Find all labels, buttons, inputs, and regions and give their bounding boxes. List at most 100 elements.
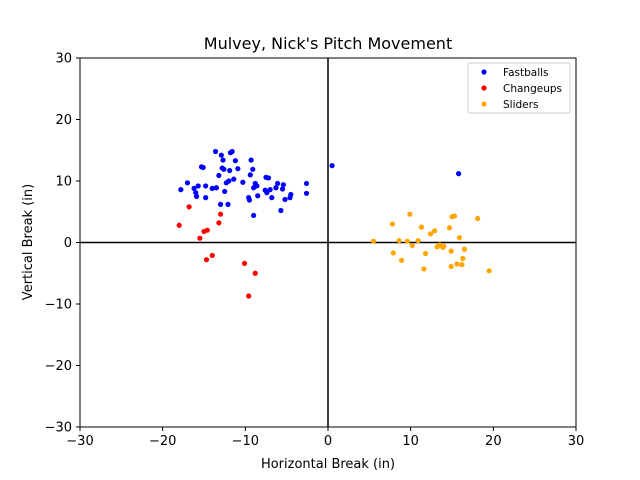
fastballs-point [246, 197, 253, 203]
sliders-point [451, 213, 458, 219]
sliders-point [456, 234, 463, 241]
fastballs-point [250, 166, 256, 172]
fastballs-point [231, 176, 237, 182]
fastballs-point [218, 152, 224, 158]
legend-marker-sliders [481, 101, 487, 107]
x-tick-label: −10 [232, 434, 259, 449]
fastballs-point [280, 182, 286, 188]
fastballs-point [213, 185, 219, 191]
sliders-point [486, 268, 492, 274]
y-tick-label: −30 [45, 421, 72, 436]
sliders-point [461, 246, 467, 252]
sliders-point [389, 221, 396, 227]
fastballs-point [240, 179, 246, 185]
legend-marker-fastballs [481, 69, 487, 75]
fastballs-point [191, 185, 197, 191]
fastballs-point [264, 190, 270, 196]
sliders-point [422, 250, 429, 257]
fastballs-point [209, 185, 215, 191]
x-axis-label: Horizontal Break (in) [261, 457, 395, 472]
legend-label-sliders: Sliders [503, 99, 538, 111]
fastballs-point [303, 190, 310, 196]
fastballs-point [203, 195, 209, 201]
fastballs-point [227, 167, 233, 174]
x-tick-label: 20 [485, 434, 502, 449]
y-axis-label: Vertical Break (in) [21, 184, 36, 300]
changeups-point [203, 257, 210, 263]
chart-title: Mulvey, Nick's Pitch Movement [204, 34, 452, 53]
changeups-point [204, 227, 210, 233]
y-tick-label: 20 [55, 113, 72, 128]
x-tick-label: −20 [149, 434, 176, 449]
fastballs-point [267, 187, 273, 193]
fastballs-point [248, 157, 254, 163]
sliders-point [432, 228, 438, 234]
fastballs-point [303, 180, 310, 187]
sliders-point [460, 255, 466, 262]
legend: Fastballs Changeups Sliders [467, 62, 571, 114]
fastballs-point [456, 171, 462, 177]
sliders-point [418, 224, 425, 230]
y-tick-label: −20 [45, 359, 72, 374]
sliders-point [459, 262, 465, 268]
legend-label-fastballs: Fastballs [503, 67, 549, 79]
sliders-point [454, 261, 460, 267]
fastballs-point [282, 196, 288, 203]
changeups-point [241, 260, 248, 267]
changeups-point [252, 270, 258, 276]
changeups-point [216, 220, 222, 226]
fastballs-point [221, 166, 227, 172]
fastballs-point [255, 193, 261, 199]
fastballs-point [254, 183, 260, 189]
fastballs-point [222, 188, 228, 195]
sliders-point [396, 238, 402, 244]
x-tick-label: 30 [568, 434, 585, 449]
sliders-point [370, 238, 377, 244]
sliders-point [415, 238, 421, 244]
fastballs-point [274, 180, 281, 187]
fastballs-point [232, 158, 239, 164]
y-tick-label: 0 [64, 236, 72, 251]
legend-label-changeups: Changeups [503, 83, 562, 95]
y-tick-label: −10 [45, 298, 72, 313]
sliders-point [446, 225, 453, 231]
legend-marker-changeups [481, 85, 487, 91]
changeups-point [217, 211, 224, 217]
changeups-point [246, 293, 252, 299]
x-tick-label: 0 [324, 434, 332, 449]
fastballs-point [226, 178, 232, 184]
fastballs-point [178, 187, 184, 193]
sliders-point [448, 263, 454, 270]
sliders-point [427, 231, 434, 237]
fastballs-point [184, 180, 191, 186]
changeups-point [176, 222, 182, 228]
fastballs-point [288, 191, 294, 198]
fastballs-point [269, 195, 275, 201]
sliders-point [441, 243, 447, 249]
fastballs-point [278, 207, 284, 214]
fastballs-point [220, 157, 226, 163]
sliders-point [404, 238, 410, 244]
plot-area: −30 −20 −10 0 10 20 30 −30 −20 −10 0 10 20 30 [45, 52, 585, 450]
fastballs-point [265, 175, 272, 181]
fastballs-point [329, 163, 335, 169]
fastballs-point [195, 183, 201, 189]
x-tick-label: 10 [402, 434, 419, 449]
sliders-point [409, 242, 415, 249]
changeups-point [197, 235, 203, 241]
fastballs-point [216, 172, 222, 179]
fastballs-point [212, 148, 219, 155]
fastballs-point [279, 186, 286, 192]
y-tick-label: 30 [55, 52, 72, 67]
fastballs-point [225, 201, 231, 207]
legend-box [467, 62, 571, 114]
sliders-point [398, 257, 405, 263]
sliders-point [421, 266, 427, 272]
fastballs-point [203, 183, 209, 189]
fastballs-point [247, 172, 253, 178]
fastballs-point [251, 212, 257, 219]
fastballs-point [200, 164, 206, 171]
changeups-point [186, 204, 192, 210]
sliders-point [475, 215, 481, 222]
